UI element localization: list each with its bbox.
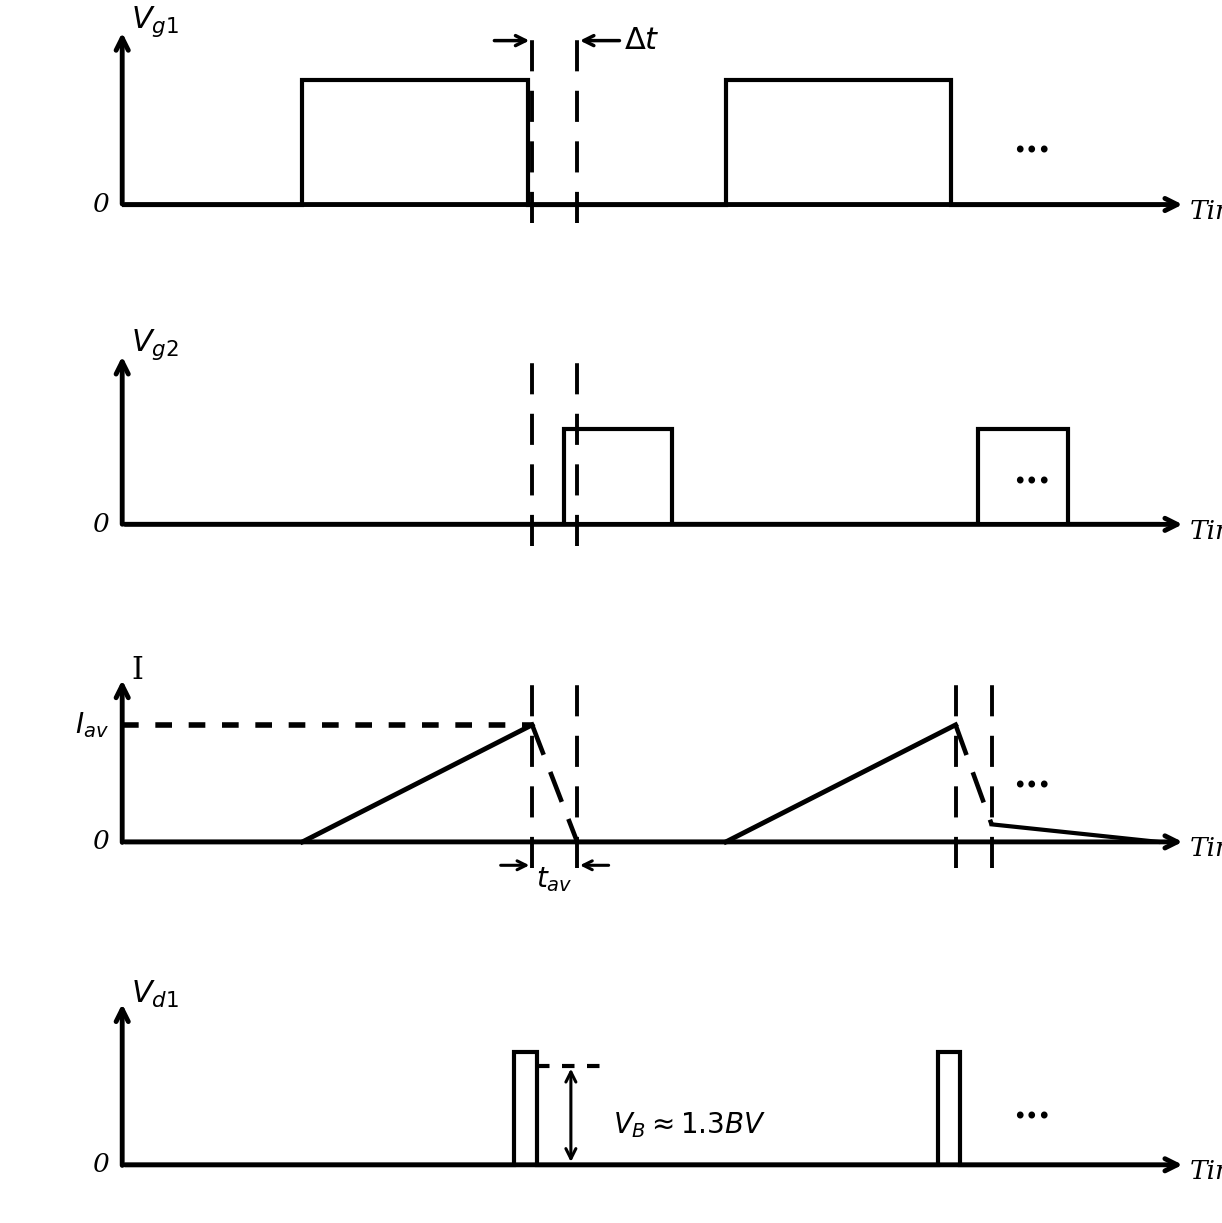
Text: $V_{g2}$: $V_{g2}$ (131, 328, 180, 362)
Text: ...: ... (1013, 126, 1051, 159)
Text: Time: Time (1190, 837, 1222, 861)
Text: 0: 0 (92, 192, 109, 216)
Text: Time: Time (1190, 1159, 1222, 1184)
Text: ...: ... (1013, 1092, 1051, 1125)
Text: ...: ... (1013, 456, 1051, 490)
Text: 0: 0 (92, 1152, 109, 1178)
Text: 0: 0 (92, 512, 109, 537)
Text: $\Delta t$: $\Delta t$ (624, 26, 660, 56)
Text: ...: ... (1013, 761, 1051, 795)
Text: 0: 0 (92, 829, 109, 855)
Text: $t_{av}$: $t_{av}$ (536, 866, 573, 894)
Text: I: I (131, 654, 143, 686)
Text: $I_{av}$: $I_{av}$ (75, 711, 109, 740)
Text: $V_{d1}$: $V_{d1}$ (131, 978, 180, 1010)
Text: Time: Time (1190, 519, 1222, 544)
Text: $V_B{\approx}1.3BV$: $V_B{\approx}1.3BV$ (613, 1110, 766, 1140)
Text: $V_{g1}$: $V_{g1}$ (131, 4, 180, 39)
Text: Time: Time (1190, 199, 1222, 224)
